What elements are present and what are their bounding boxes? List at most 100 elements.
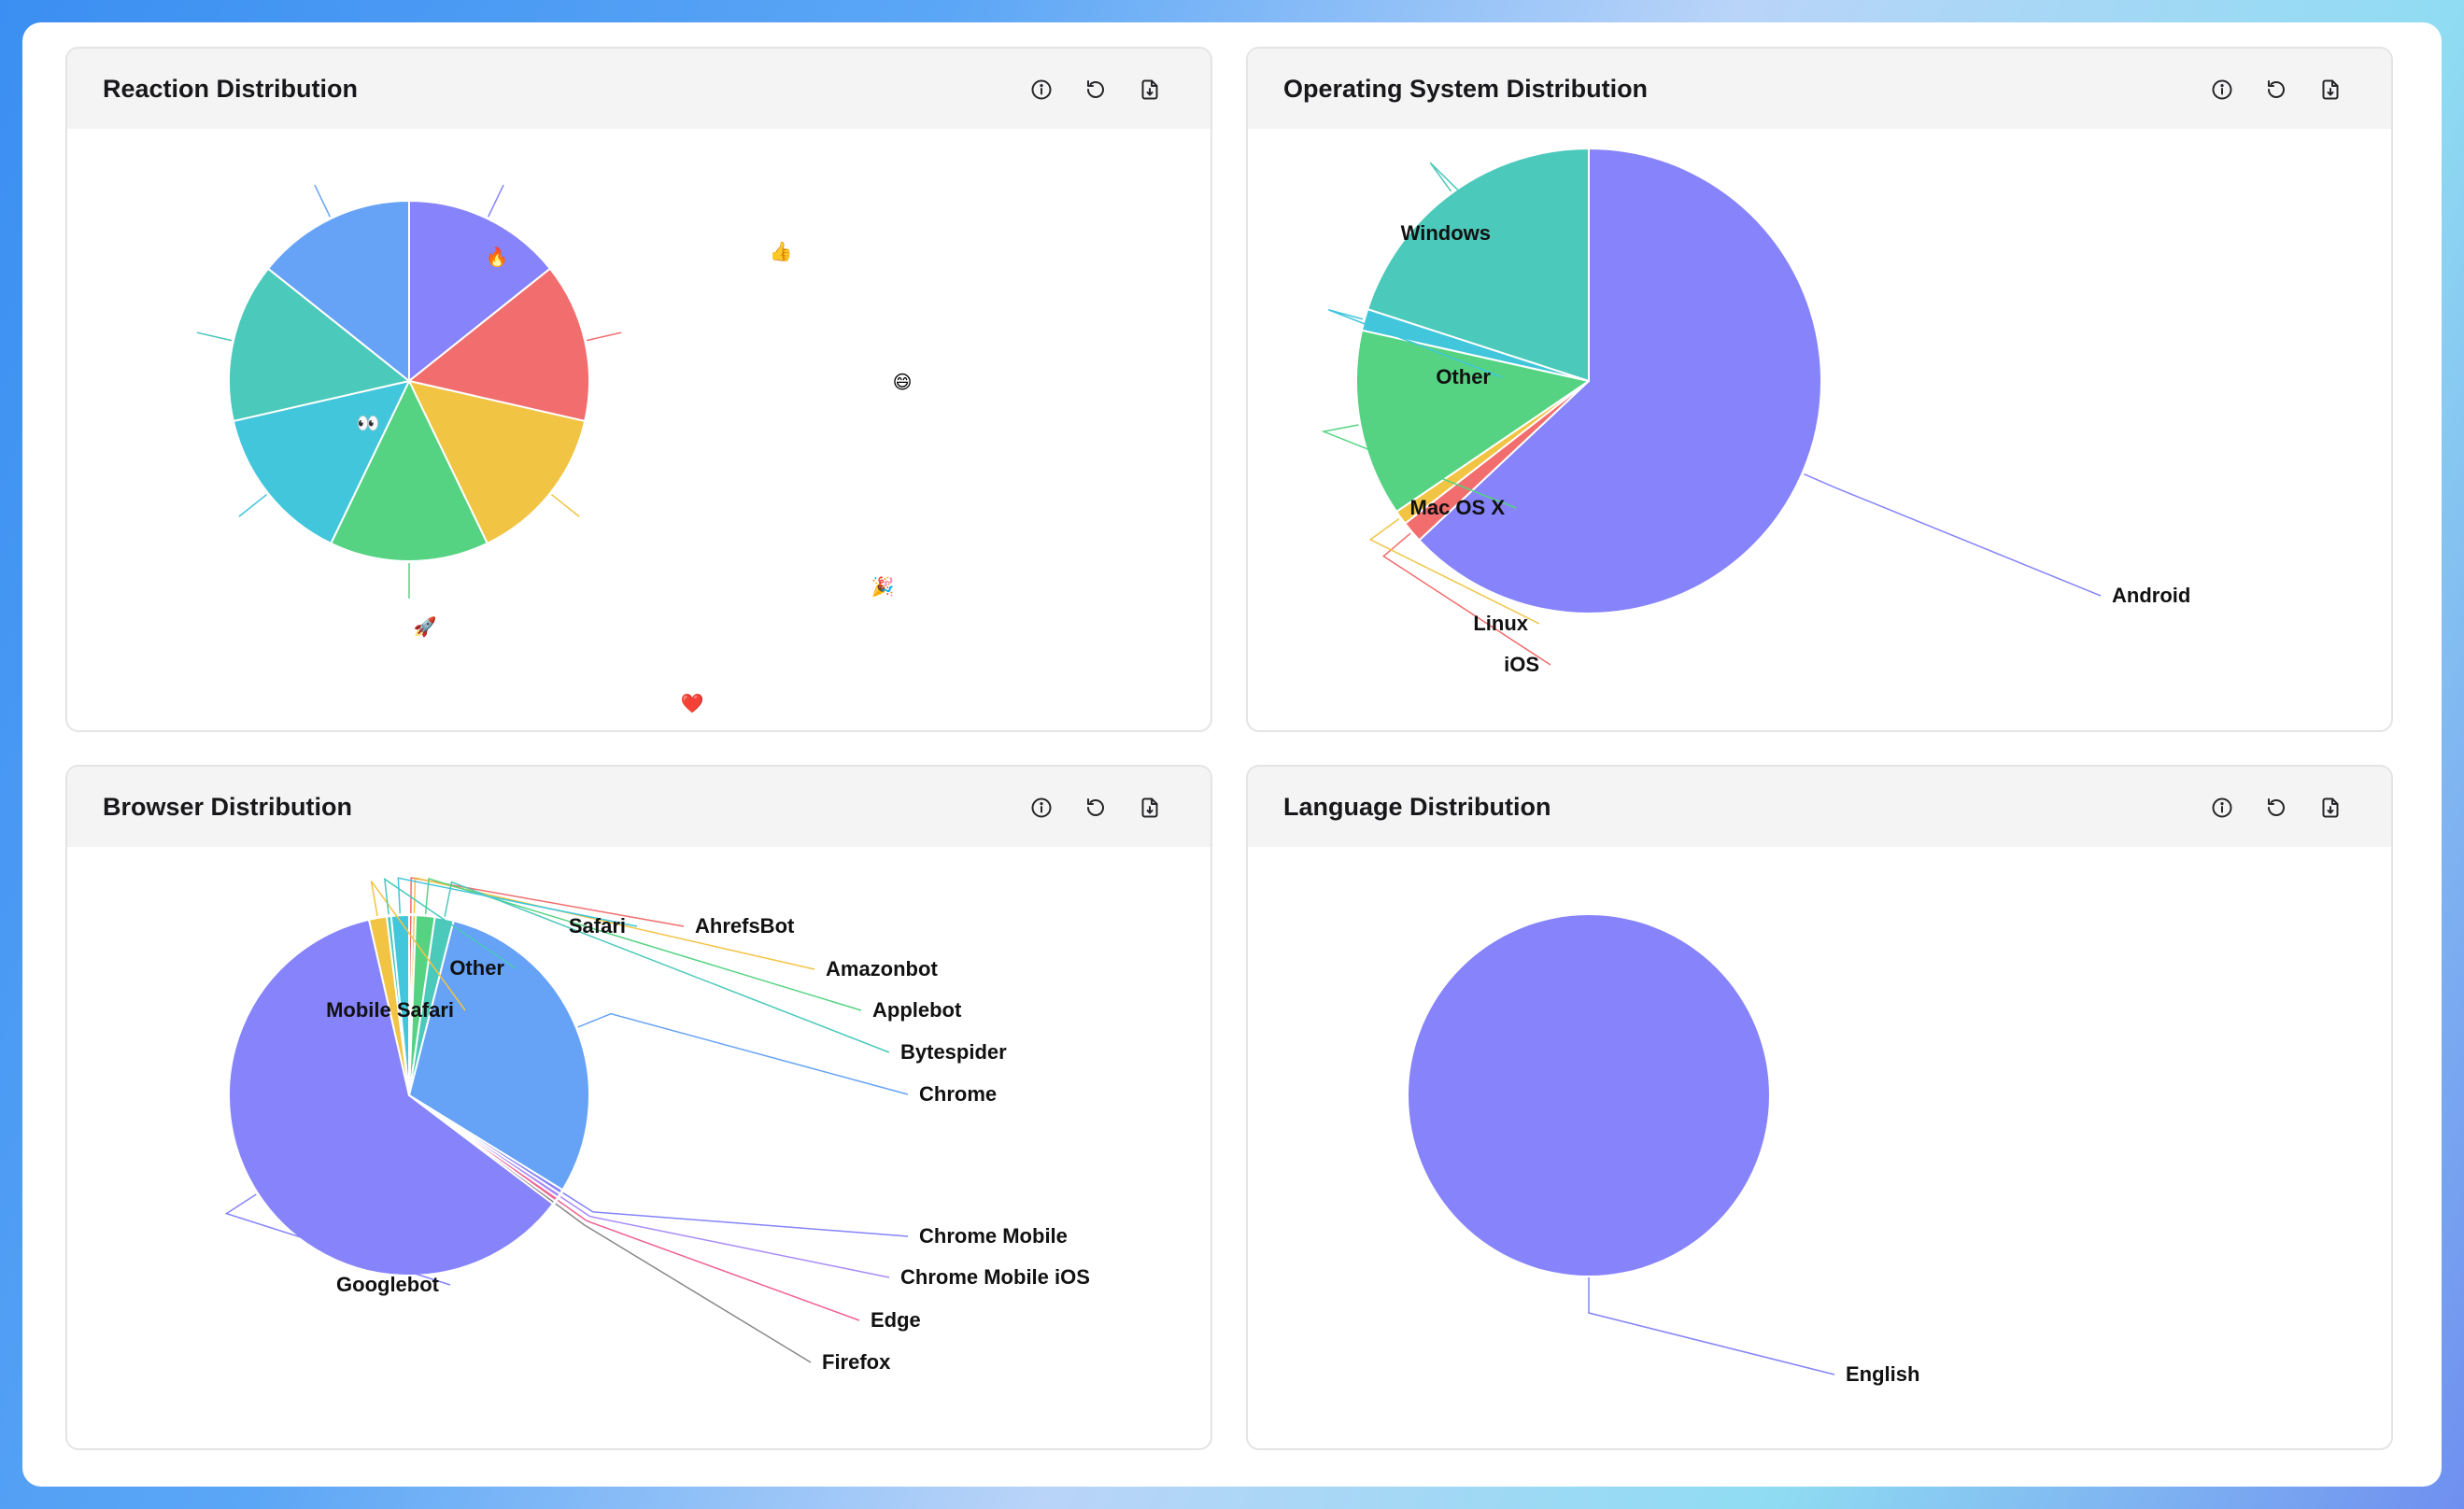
pie-slice-reactions-3[interactable] — [330, 380, 489, 562]
leader-line — [557, 1199, 860, 1321]
slice-label: Edge — [871, 1308, 921, 1332]
pie-labels: AhrefsBot Amazonbot Applebot Bytespider Chro… — [224, 877, 1090, 1374]
pie-slice-os-5[interactable] — [1367, 148, 1590, 382]
export-button[interactable] — [2313, 72, 2348, 107]
card-header: Browser Distribution — [67, 767, 1211, 847]
slice-label: 😄 — [893, 371, 913, 393]
leader-line — [559, 1195, 890, 1278]
card-title: Browser Distribution — [103, 792, 353, 821]
leader-line — [1327, 309, 1503, 378]
pie-slice-reactions-1[interactable] — [408, 267, 590, 422]
slice-label: 👍 — [770, 240, 793, 262]
os-pie-chart: Android iOS Linux Mac OS X Other Windows — [1321, 148, 2190, 676]
card-title: Language Distribution — [1283, 792, 1551, 821]
reset-icon — [2268, 798, 2285, 816]
dashboard-frame: Reaction Distribution 👍 😄 🎉 ❤️ 🚀 👀 🔥 Operating… — [22, 22, 2442, 1487]
card-actions — [1024, 72, 1168, 107]
reset-button[interactable] — [1078, 72, 1113, 107]
info-button[interactable] — [1024, 790, 1059, 825]
slice-label: Linux — [1473, 612, 1528, 635]
leader-line — [562, 1192, 909, 1237]
reset-icon — [1087, 798, 1104, 816]
export-button[interactable] — [1132, 790, 1168, 825]
slice-label: Firefox — [822, 1350, 891, 1374]
info-button[interactable] — [2204, 72, 2240, 107]
pie-slices — [228, 914, 590, 1276]
reaction-pie-chart: 👍 😄 🎉 ❤️ 🚀 👀 🔥 — [196, 184, 913, 714]
leader-line — [1321, 424, 1517, 509]
slice-label: Other — [1436, 365, 1491, 388]
leader-line — [1381, 532, 1551, 666]
reset-button[interactable] — [2259, 72, 2294, 107]
card-header: Reaction Distribution — [67, 49, 1211, 129]
pie-slice-browser-12[interactable] — [389, 914, 410, 1096]
slice-label: Mobile Safari — [326, 998, 454, 1022]
info-button[interactable] — [2204, 790, 2240, 825]
slice-label: Chrome — [919, 1082, 997, 1106]
leader-line — [586, 331, 622, 342]
slice-label: 🎉 — [871, 575, 895, 598]
slice-label: Other — [449, 956, 504, 980]
leader-line — [383, 877, 517, 969]
slice-label: Bytespider — [900, 1040, 1007, 1064]
pie-slice-reactions-5[interactable] — [228, 267, 410, 422]
pie-slice-reactions-0[interactable] — [408, 200, 551, 382]
pie-slices — [1409, 915, 1769, 1276]
pie-slice-reactions-4[interactable] — [232, 380, 410, 544]
leader-line — [397, 877, 638, 927]
slice-label: English — [1846, 1362, 1919, 1386]
export-button[interactable] — [1132, 72, 1168, 107]
pie-labels: Android iOS Linux Mac OS X Other Windows — [1321, 162, 2190, 676]
leader-line — [314, 184, 332, 218]
card-actions — [2204, 72, 2348, 107]
reaction-distribution-card: Reaction Distribution 👍 😄 🎉 ❤️ 🚀 👀 🔥 — [65, 47, 1212, 732]
language-pie-chart: English — [1409, 915, 1919, 1386]
info-icon — [1031, 797, 1052, 818]
browser-pie-chart: AhrefsBot Amazonbot Applebot Bytespider Chro… — [224, 877, 1090, 1374]
pie-slice-reactions-6[interactable] — [267, 200, 410, 382]
slice-label: 👀 — [357, 412, 380, 434]
info-button[interactable] — [1024, 72, 1059, 107]
slice-label: Safari — [569, 914, 626, 938]
info-icon — [1031, 79, 1052, 100]
leader-line — [555, 1203, 812, 1363]
leader-line — [238, 493, 268, 517]
pie-slices — [228, 200, 590, 562]
slice-label: Chrome Mobile iOS — [900, 1265, 1090, 1289]
reset-button[interactable] — [1078, 790, 1113, 825]
slice-label: 🔥 — [486, 246, 509, 268]
pie-slice-os-3[interactable] — [1355, 329, 1590, 513]
export-file-icon — [1141, 797, 1158, 818]
card-title: Reaction Distribution — [103, 74, 359, 103]
info-icon — [2212, 79, 2232, 100]
slice-label: Applebot — [872, 998, 962, 1022]
leader-line — [550, 493, 580, 517]
export-button[interactable] — [2313, 790, 2348, 825]
leader-line — [410, 877, 685, 927]
pie-slice-reactions-2[interactable] — [408, 380, 587, 544]
reset-button[interactable] — [2259, 790, 2294, 825]
export-file-icon — [2322, 797, 2339, 818]
pie-slice-language-0[interactable] — [1409, 915, 1769, 1276]
leader-line — [577, 1012, 909, 1095]
leader-line — [1804, 472, 2102, 597]
leader-line — [196, 331, 233, 342]
pie-labels: English — [1588, 1277, 1919, 1386]
card-header: Operating System Distribution — [1248, 49, 2391, 129]
pie-labels: 👍 😄 🎉 ❤️ 🚀 👀 🔥 — [196, 184, 913, 714]
browser-distribution-card: Browser Distribution AhrefsBot Amazonbot A… — [65, 765, 1212, 1450]
slice-label: Amazonbot — [826, 957, 938, 980]
leader-line — [424, 877, 862, 1011]
pie-slice-browser-9[interactable] — [228, 918, 555, 1276]
reset-icon — [1087, 80, 1104, 98]
language-distribution-card: Language Distribution English — [1246, 765, 2393, 1450]
reset-icon — [2268, 80, 2285, 98]
slice-label: 🚀 — [414, 615, 437, 638]
export-file-icon — [2322, 79, 2339, 100]
pie-slice-os-0[interactable] — [1418, 148, 1822, 614]
slice-label: Android — [2112, 584, 2190, 607]
leader-line — [1429, 162, 1503, 234]
card-actions — [1024, 790, 1168, 825]
leader-line — [1368, 517, 1540, 625]
leader-line — [444, 881, 890, 1053]
